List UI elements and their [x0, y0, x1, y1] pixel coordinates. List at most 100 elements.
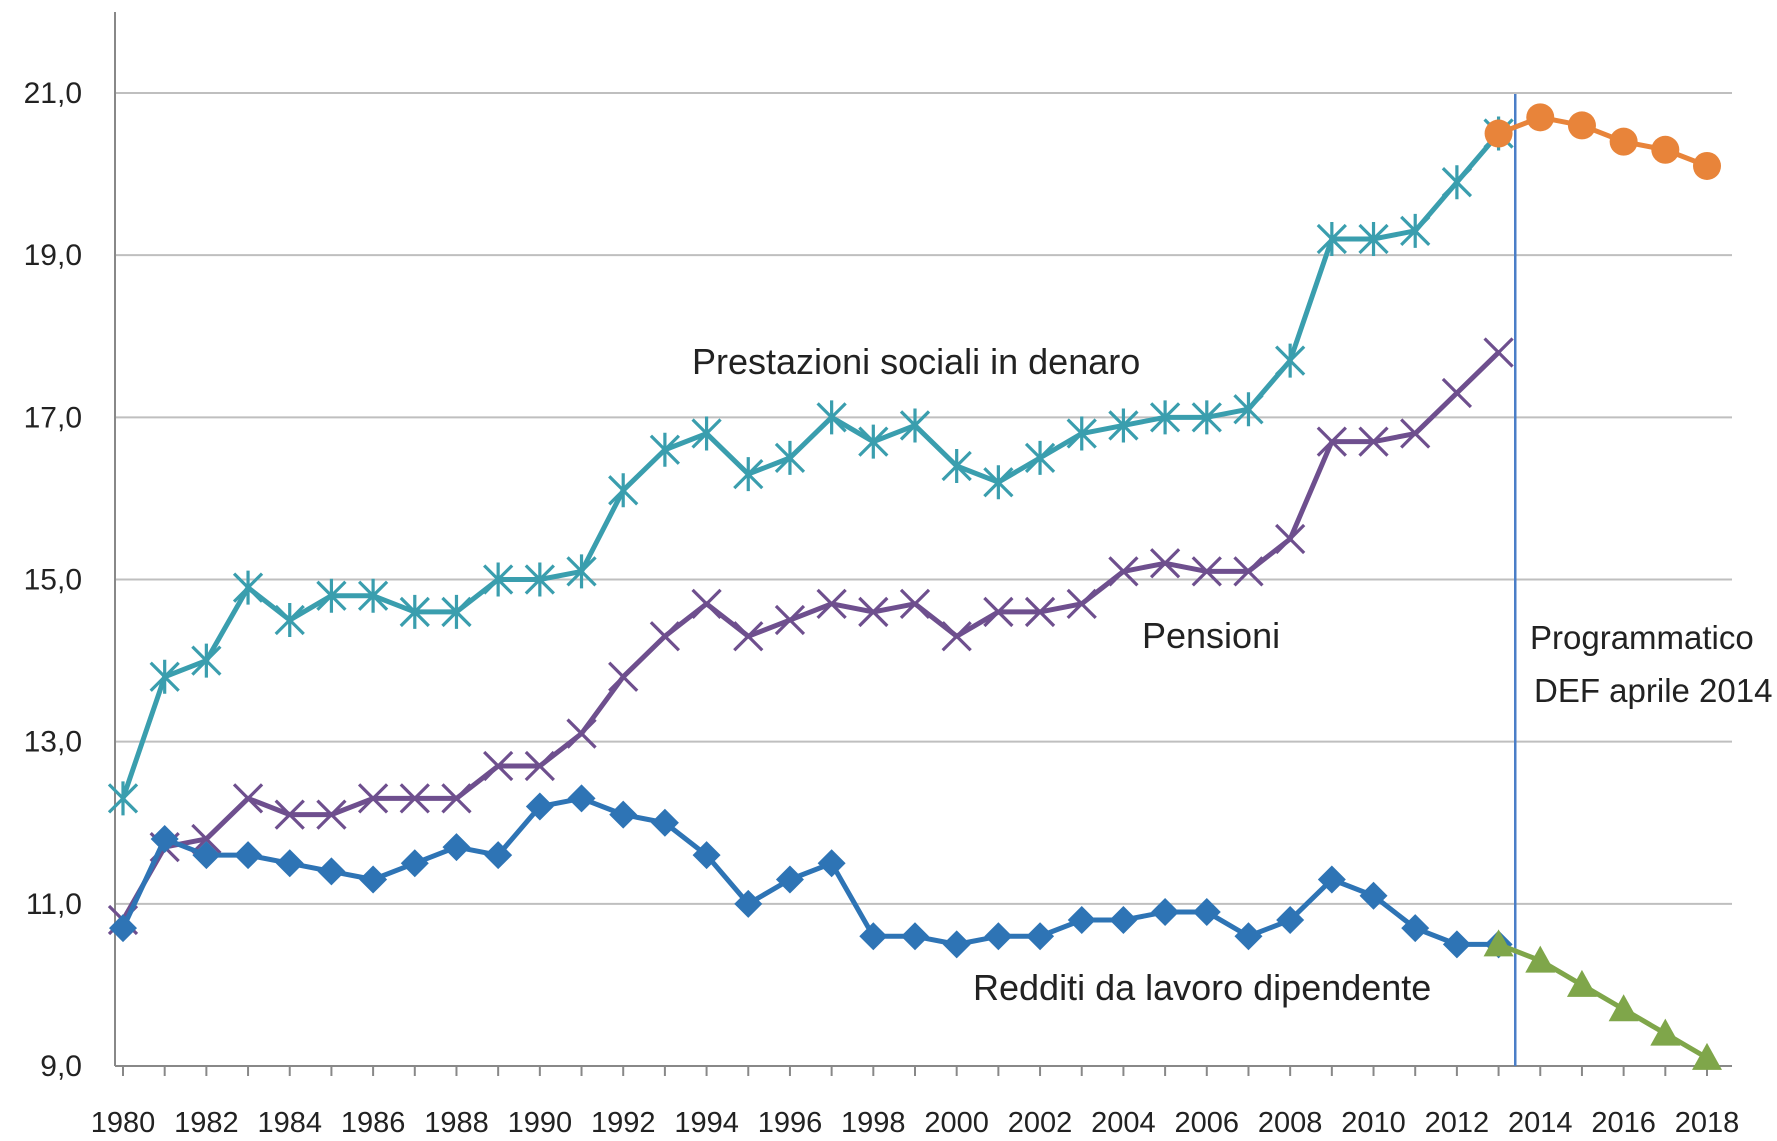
- data-point-cross: [232, 783, 264, 814]
- data-point-cross: [191, 823, 222, 855]
- data-point-cross: [1358, 426, 1389, 457]
- data-point-cross: [1400, 418, 1431, 449]
- data-point-diamond: [525, 792, 554, 821]
- x-tick-label: 1998: [841, 1107, 906, 1139]
- data-point-triangle: [1650, 1018, 1681, 1046]
- data-point-diamond: [1317, 865, 1346, 894]
- data-point-cross: [858, 596, 889, 628]
- series: [107, 103, 1722, 1070]
- data-point-cross: [608, 661, 639, 692]
- data-point-cross: [274, 799, 305, 830]
- y-tick-label: 11,0: [26, 888, 82, 921]
- data-point-circle: [1526, 103, 1555, 132]
- data-point-asterisk: [107, 781, 139, 816]
- data-point-asterisk: [649, 432, 681, 467]
- data-point-diamond: [1442, 930, 1471, 959]
- data-point-asterisk: [483, 562, 514, 597]
- data-point-diamond: [1359, 881, 1388, 910]
- data-point-cross: [816, 588, 847, 619]
- data-point-asterisk: [1275, 343, 1306, 378]
- x-tick-label: 2008: [1258, 1107, 1323, 1139]
- x-tick-label: 1994: [674, 1107, 739, 1139]
- data-point-cross: [899, 588, 931, 619]
- data-point-cross: [649, 621, 681, 652]
- data-point-asterisk: [1191, 400, 1222, 435]
- data-point-diamond: [275, 849, 304, 878]
- data-point-cross: [1108, 556, 1139, 587]
- series-4: [1483, 929, 1722, 1070]
- data-point-asterisk: [1441, 165, 1473, 200]
- data-point-cross: [1066, 588, 1097, 619]
- x-tick-label: 2012: [1425, 1107, 1490, 1139]
- x-tick-label: 1980: [91, 1107, 156, 1139]
- data-point-asterisk: [566, 554, 597, 589]
- data-point-asterisk: [191, 643, 222, 678]
- data-point-cross: [691, 588, 722, 619]
- data-point-cross: [1275, 523, 1306, 555]
- x-tick-label: 1992: [591, 1107, 656, 1139]
- data-point-cross: [1441, 377, 1473, 409]
- data-point-cross: [733, 621, 764, 652]
- data-point-asterisk: [983, 465, 1014, 500]
- x-tick-label: 1996: [758, 1107, 823, 1139]
- data-point-asterisk: [1024, 440, 1056, 475]
- data-point-cross: [483, 750, 514, 782]
- series-line: [120, 131, 1502, 801]
- x-tick-label: 2014: [1508, 1107, 1573, 1139]
- data-point-cross: [566, 718, 597, 749]
- data-point-asterisk: [357, 578, 389, 613]
- x-tick-label: 2018: [1675, 1107, 1740, 1139]
- data-point-diamond: [1026, 922, 1055, 951]
- data-point-cross: [941, 621, 972, 652]
- data-point-diamond: [609, 800, 638, 829]
- data-point-asterisk: [1316, 221, 1347, 256]
- data-point-diamond: [150, 824, 179, 853]
- x-tick-label: 1982: [174, 1107, 239, 1139]
- data-point-diamond: [109, 914, 137, 943]
- data-point-asterisk: [816, 400, 847, 435]
- data-point-diamond: [1192, 897, 1221, 926]
- series-1: [107, 337, 1514, 936]
- x-tick-label: 2004: [1091, 1107, 1156, 1139]
- x-tick-label: 2016: [1591, 1107, 1656, 1139]
- x-tick-label: 2006: [1175, 1107, 1240, 1139]
- data-point-diamond: [234, 841, 263, 870]
- data-point-diamond: [692, 841, 721, 870]
- data-point-diamond: [442, 833, 471, 862]
- series-2: [109, 784, 1513, 959]
- data-point-asterisk: [858, 424, 889, 459]
- data-point-diamond: [1151, 897, 1180, 926]
- data-point-diamond: [1401, 914, 1430, 943]
- y-tick-label: 17,0: [24, 401, 82, 434]
- y-tick-labels: 9,0 11,0 13,0 15,0 17,0 19,0 21,0: [24, 77, 82, 1083]
- y-tick-label: 9,0: [40, 1050, 82, 1083]
- data-point-cross: [399, 783, 430, 814]
- series-line: [120, 795, 1502, 947]
- data-point-cross: [1316, 426, 1347, 457]
- data-point-asterisk: [1233, 392, 1264, 427]
- data-point-diamond: [1109, 906, 1138, 935]
- data-point-diamond: [775, 865, 804, 894]
- x-tick-label: 2000: [924, 1107, 989, 1139]
- data-point-asterisk: [774, 440, 806, 475]
- series-3: [1484, 103, 1721, 180]
- data-point-cross: [357, 783, 389, 814]
- data-point-asterisk: [691, 416, 722, 451]
- series-0: [107, 116, 1514, 816]
- data-point-triangle: [1692, 1042, 1722, 1070]
- data-point-asterisk: [1149, 400, 1181, 435]
- data-point-asterisk: [1066, 416, 1097, 451]
- data-point-diamond: [192, 841, 221, 870]
- data-point-triangle: [1608, 994, 1639, 1022]
- data-point-asterisk: [899, 408, 931, 443]
- data-point-asterisk: [524, 562, 555, 597]
- data-point-cross: [441, 783, 472, 814]
- data-point-asterisk: [1400, 213, 1431, 248]
- data-point-cross: [1233, 556, 1264, 587]
- data-point-triangle: [1483, 929, 1514, 957]
- data-point-circle: [1567, 111, 1596, 140]
- y-tick-label: 13,0: [24, 726, 82, 759]
- data-point-cross: [1483, 337, 1514, 368]
- y-tick-label: 19,0: [24, 239, 82, 272]
- data-point-asterisk: [1108, 408, 1139, 443]
